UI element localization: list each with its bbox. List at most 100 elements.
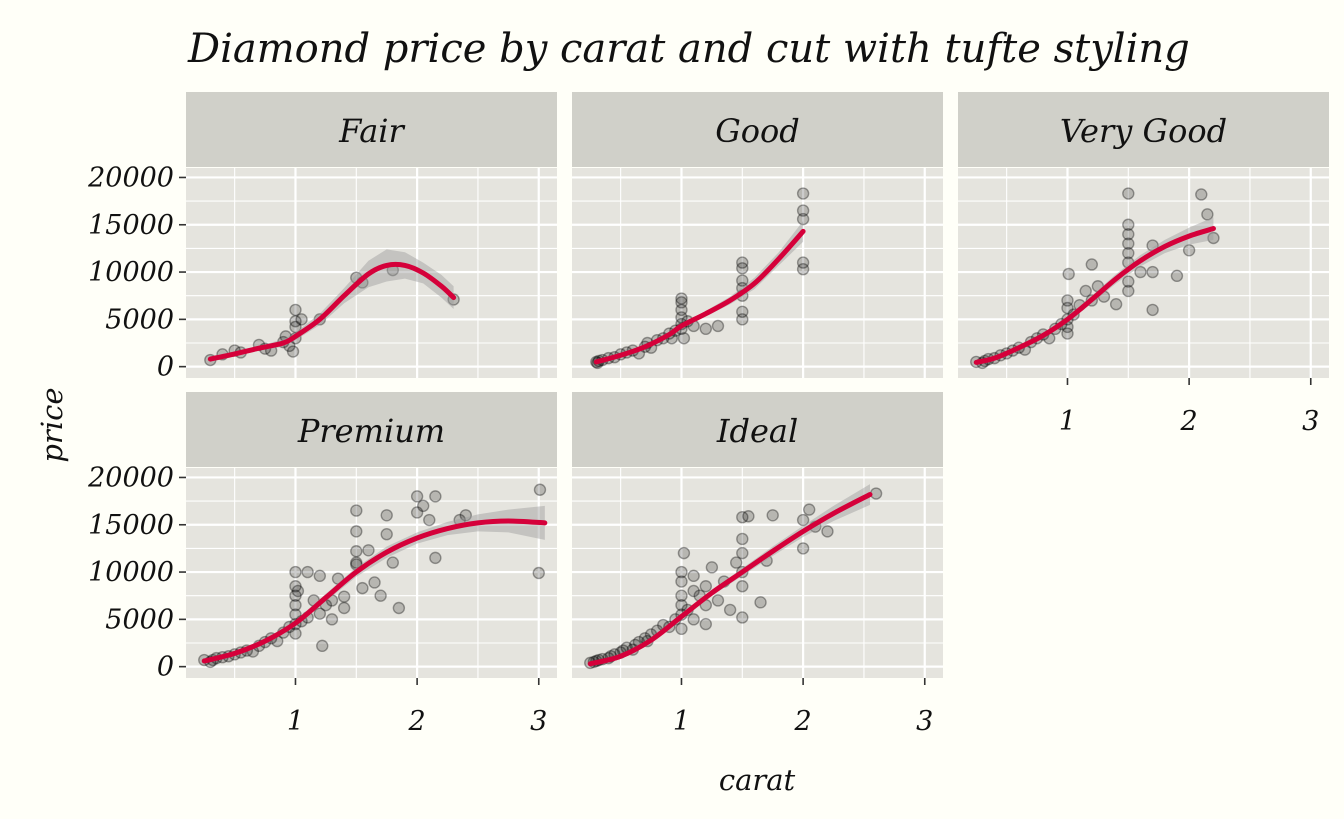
data-point — [676, 567, 687, 578]
data-point — [292, 585, 303, 596]
y-tick-label: 5000 — [105, 604, 174, 635]
data-point — [387, 557, 398, 568]
facet-good: Good — [572, 92, 943, 378]
data-point — [798, 257, 809, 268]
data-point — [1171, 270, 1182, 281]
y-tick-label: 0 — [157, 352, 174, 383]
data-point — [381, 510, 392, 521]
data-point — [534, 484, 545, 495]
chart-title: Diamond price by carat and cut with tuft… — [187, 26, 1190, 72]
data-point — [288, 346, 299, 357]
data-point — [296, 314, 307, 325]
data-point — [804, 504, 815, 515]
data-point — [418, 500, 429, 511]
facet-ideal: Ideal 1 2 3 — [572, 392, 943, 737]
data-point — [700, 619, 711, 630]
facet-label: Ideal — [716, 412, 798, 450]
facet-label: Good — [715, 112, 800, 150]
facet-label: Very Good — [1060, 112, 1227, 150]
data-point — [737, 533, 748, 544]
data-point — [798, 205, 809, 216]
data-point — [317, 640, 328, 651]
data-point — [767, 510, 778, 521]
data-point — [375, 590, 386, 601]
data-point — [1063, 268, 1074, 279]
data-point — [393, 603, 404, 614]
x-tick-label: 2 — [794, 706, 812, 737]
data-point — [725, 604, 736, 615]
facet-very-good: Very Good 1 2 3 — [958, 92, 1329, 437]
y-tick-label: 5000 — [105, 304, 174, 335]
y-tick-label: 10000 — [88, 257, 174, 288]
x-tick-label: 3 — [916, 706, 933, 737]
y-axis-title: price — [35, 387, 69, 462]
data-point — [700, 581, 711, 592]
facet-fair: Fair 0 5000 10000 15000 20000 — [87, 92, 557, 383]
data-point — [381, 529, 392, 540]
data-point — [430, 552, 441, 563]
data-point — [430, 491, 441, 502]
data-point — [1123, 219, 1134, 230]
x-tick-label: 3 — [1302, 406, 1319, 437]
data-point — [737, 581, 748, 592]
data-point — [678, 333, 689, 344]
data-point — [302, 567, 313, 578]
data-point — [339, 603, 350, 614]
data-point — [1123, 276, 1134, 287]
data-point — [369, 577, 380, 588]
facet-panels: Fair05000100001500020000Good Very Good1 2 3… — [87, 92, 1329, 737]
x-tick-label: 1 — [1059, 406, 1076, 437]
data-point — [798, 543, 809, 554]
data-point — [339, 591, 350, 602]
data-point — [743, 511, 754, 522]
data-point — [688, 570, 699, 581]
data-point — [1086, 259, 1097, 270]
x-tick-label: 1 — [287, 706, 304, 737]
data-point — [424, 515, 435, 526]
data-point — [1123, 188, 1134, 199]
data-point — [755, 597, 766, 608]
data-point — [700, 323, 711, 334]
data-point — [1147, 304, 1158, 315]
data-point — [737, 257, 748, 268]
data-point — [676, 293, 687, 304]
facet-label: Premium — [297, 412, 445, 450]
facet-premium: Premium 0 5000 10000 15000 20000 1 2 3 — [87, 392, 557, 737]
x-tick-label: 2 — [1180, 406, 1198, 437]
y-tick-label: 20000 — [87, 162, 174, 193]
data-point — [351, 505, 362, 516]
x-tick-label: 3 — [530, 706, 547, 737]
data-point — [363, 545, 374, 556]
data-point — [290, 567, 301, 578]
data-point — [1062, 295, 1073, 306]
x-tick-label: 2 — [408, 706, 426, 737]
data-point — [1184, 245, 1195, 256]
data-point — [678, 548, 689, 559]
data-point — [314, 570, 325, 581]
data-point — [798, 188, 809, 199]
data-point — [737, 612, 748, 623]
x-axis-title: carat — [719, 763, 796, 797]
data-point — [822, 526, 833, 537]
data-point — [1147, 267, 1158, 278]
data-point — [706, 562, 717, 573]
data-point — [737, 306, 748, 317]
y-tick-label: 15000 — [88, 210, 174, 241]
y-tick-label: 15000 — [88, 510, 174, 541]
data-point — [712, 320, 723, 331]
y-tick-label: 0 — [157, 652, 174, 683]
data-point — [688, 614, 699, 625]
data-point — [712, 595, 723, 606]
facet-label: Fair — [338, 112, 405, 150]
data-point — [676, 590, 687, 601]
data-point — [737, 548, 748, 559]
y-tick-label: 10000 — [88, 557, 174, 588]
data-point — [1196, 189, 1207, 200]
x-tick-label: 1 — [673, 706, 690, 737]
y-tick-label: 20000 — [87, 462, 174, 493]
data-point — [1111, 299, 1122, 310]
data-point — [357, 583, 368, 594]
data-point — [533, 568, 544, 579]
data-point — [351, 526, 362, 537]
data-point — [351, 546, 362, 557]
